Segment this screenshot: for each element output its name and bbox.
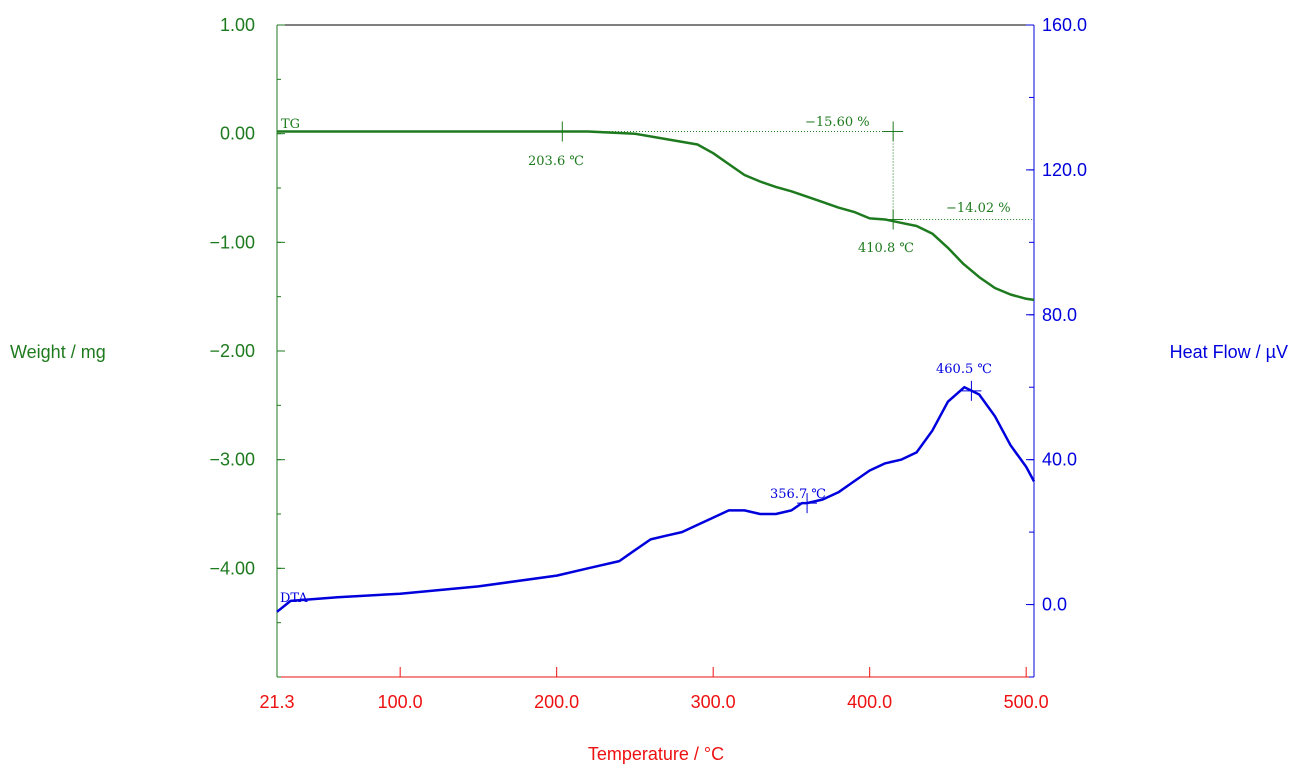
x-tick-label: 21.3 — [259, 692, 294, 712]
left-tick-label: −4.00 — [209, 558, 255, 578]
analysis-markers — [552, 121, 1034, 513]
series-group — [277, 132, 1034, 612]
step1-loss-label: −15.60 % — [805, 115, 870, 130]
dta-series-label: DTA — [280, 591, 308, 606]
x-tick-label: 100.0 — [378, 692, 423, 712]
left-tick-label: 0.00 — [220, 124, 255, 144]
x-tick-label: 300.0 — [691, 692, 736, 712]
right-axis-ticks: 160.0 120.0 80.0 40.0 0.0 — [1026, 15, 1087, 677]
plot-frame — [277, 25, 1034, 677]
left-tick-label: 1.00 — [220, 15, 255, 35]
x-tick-label: 200.0 — [534, 692, 579, 712]
left-axis-ticks: 1.00 0.00 −1.00 −2.00 −3.00 −4.00 — [209, 15, 285, 677]
onset-temp-label: 203.6 ℃ — [528, 154, 584, 169]
x-tick-label: 400.0 — [847, 692, 892, 712]
x-axis-title: Temperature / °C — [588, 744, 724, 764]
right-tick-label: 40.0 — [1042, 450, 1077, 470]
dta-peak1-label: 356.7 ℃ — [770, 487, 826, 502]
x-tick-label: 500.0 — [1004, 692, 1049, 712]
right-tick-label: 120.0 — [1042, 160, 1087, 180]
tg-series-label: TG — [281, 117, 300, 132]
dta-peak2-label: 460.5 ℃ — [936, 362, 992, 377]
right-tick-label: 0.0 — [1042, 595, 1067, 615]
x-axis-ticks: 21.3 100.0 200.0 300.0 400.0 500.0 — [259, 667, 1048, 712]
right-tick-label: 160.0 — [1042, 15, 1087, 35]
right-tick-label: 80.0 — [1042, 305, 1077, 325]
right-axis-title: Heat Flow / µV — [1170, 342, 1288, 362]
tg-series-line — [277, 132, 1034, 300]
left-tick-label: −3.00 — [209, 450, 255, 470]
left-axis-title: Weight / mg — [10, 342, 106, 362]
step2-loss-label: −14.02 % — [946, 201, 1011, 216]
left-tick-label: −2.00 — [209, 341, 255, 361]
dta-series-line — [277, 387, 1034, 612]
left-tick-label: −1.00 — [209, 232, 255, 252]
step1-end-temp-label: 410.8 ℃ — [858, 241, 914, 256]
